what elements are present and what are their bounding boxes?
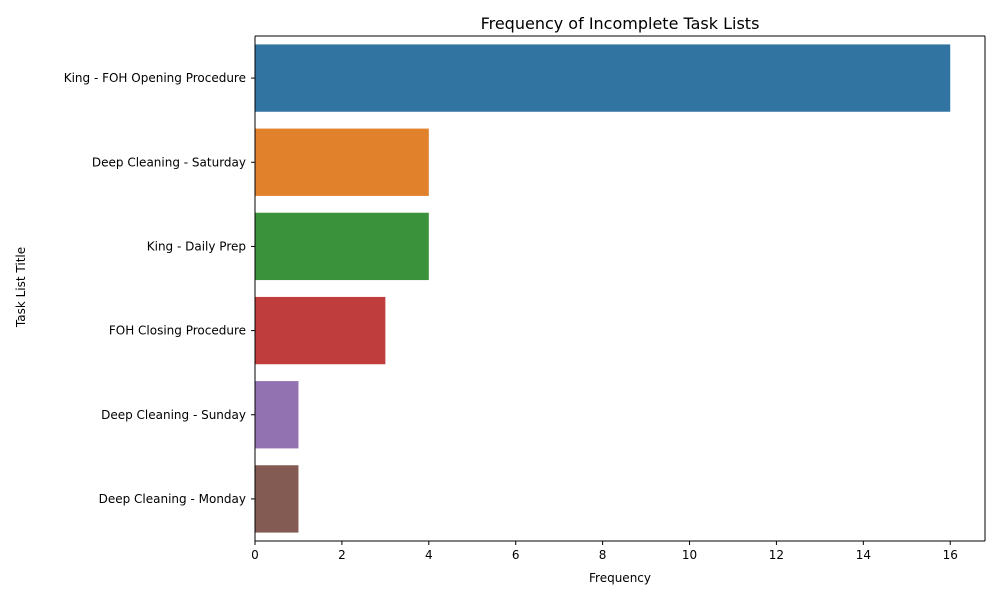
y-axis-ticks: King - FOH Opening Procedure Deep Cleanin… — [64, 71, 255, 506]
bar-5 — [255, 465, 299, 533]
x-tick-label: 4 — [425, 548, 433, 562]
x-tick-label: 12 — [769, 548, 784, 562]
x-tick-label: 2 — [338, 548, 346, 562]
x-tick-label: 16 — [943, 548, 958, 562]
chart-title: Frequency of Incomplete Task Lists — [481, 14, 760, 33]
bar-1 — [255, 128, 429, 196]
x-tick-label: 14 — [856, 548, 871, 562]
y-tick-label: King - FOH Opening Procedure — [64, 71, 246, 85]
y-tick-label: King - Daily Prep — [147, 239, 246, 253]
y-tick-label: FOH Closing Procedure — [109, 324, 246, 338]
x-axis-ticks: 0 2 4 6 8 10 12 14 16 — [251, 541, 958, 562]
x-tick-label: 6 — [512, 548, 520, 562]
bars-group — [255, 44, 951, 533]
bar-0 — [255, 44, 951, 112]
y-tick-label: Deep Cleaning - Saturday — [92, 155, 246, 169]
y-axis-label: Task List Title — [14, 247, 28, 328]
bar-3 — [255, 296, 386, 365]
x-tick-label: 0 — [251, 548, 259, 562]
y-tick-label: Deep Cleaning - Monday — [99, 492, 246, 506]
bar-4 — [255, 381, 299, 449]
x-axis-label: Frequency — [589, 571, 651, 585]
bar-2 — [255, 212, 429, 281]
x-tick-label: 10 — [682, 548, 697, 562]
x-tick-label: 8 — [599, 548, 607, 562]
y-tick-label: Deep Cleaning - Sunday — [101, 408, 246, 422]
